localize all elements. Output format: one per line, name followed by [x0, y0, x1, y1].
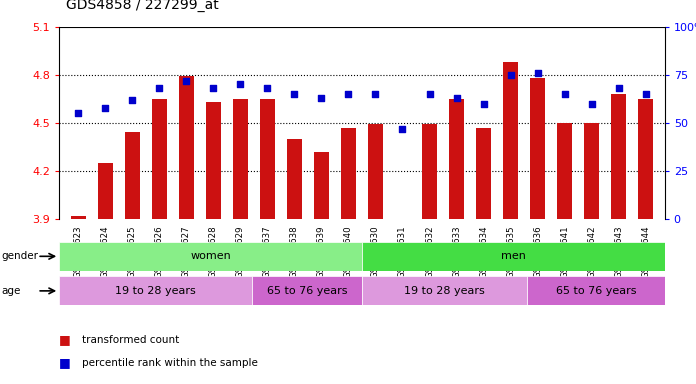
Bar — [368, 124, 383, 219]
Point — [207, 85, 219, 91]
Point — [397, 126, 408, 132]
Bar — [152, 99, 166, 219]
Text: GDS4858 / 227299_at: GDS4858 / 227299_at — [66, 0, 219, 12]
Text: 65 to 76 years: 65 to 76 years — [555, 286, 636, 296]
Point — [127, 97, 138, 103]
Bar — [206, 102, 221, 219]
Bar — [503, 62, 518, 219]
Point — [100, 104, 111, 111]
Point — [289, 91, 300, 97]
Text: age: age — [1, 286, 21, 296]
Point — [640, 91, 651, 97]
Point — [613, 85, 624, 91]
Point — [262, 85, 273, 91]
Point — [316, 95, 327, 101]
Point — [343, 91, 354, 97]
Bar — [233, 99, 248, 219]
Point — [586, 101, 597, 107]
Text: gender: gender — [1, 251, 38, 262]
Text: 19 to 28 years: 19 to 28 years — [404, 286, 485, 296]
Bar — [527, 276, 665, 305]
Bar — [362, 276, 527, 305]
Bar — [125, 132, 140, 219]
Bar — [59, 242, 362, 271]
Bar — [71, 216, 86, 219]
Point — [235, 81, 246, 88]
Point — [559, 91, 570, 97]
Text: ■: ■ — [59, 356, 71, 369]
Bar — [59, 276, 252, 305]
Text: men: men — [501, 251, 525, 262]
Text: percentile rank within the sample: percentile rank within the sample — [82, 358, 258, 368]
Bar — [260, 99, 275, 219]
Bar — [611, 94, 626, 219]
Text: 19 to 28 years: 19 to 28 years — [115, 286, 196, 296]
Text: women: women — [190, 251, 231, 262]
Bar — [287, 139, 302, 219]
Point — [451, 95, 462, 101]
Bar — [476, 127, 491, 219]
Bar — [314, 152, 329, 219]
Bar — [97, 163, 113, 219]
Bar — [530, 78, 545, 219]
Point — [478, 101, 489, 107]
Bar — [584, 123, 599, 219]
Text: 65 to 76 years: 65 to 76 years — [267, 286, 347, 296]
Point — [370, 91, 381, 97]
Point — [532, 70, 543, 76]
Bar — [422, 124, 437, 219]
Bar — [252, 276, 362, 305]
Point — [181, 78, 192, 84]
Bar — [341, 127, 356, 219]
Text: transformed count: transformed count — [82, 335, 180, 345]
Bar — [179, 76, 193, 219]
Point — [154, 85, 165, 91]
Bar — [638, 99, 653, 219]
Point — [72, 110, 84, 116]
Text: ■: ■ — [59, 333, 71, 346]
Point — [505, 72, 516, 78]
Bar — [449, 99, 464, 219]
Point — [424, 91, 435, 97]
Bar — [362, 242, 665, 271]
Bar — [557, 123, 572, 219]
